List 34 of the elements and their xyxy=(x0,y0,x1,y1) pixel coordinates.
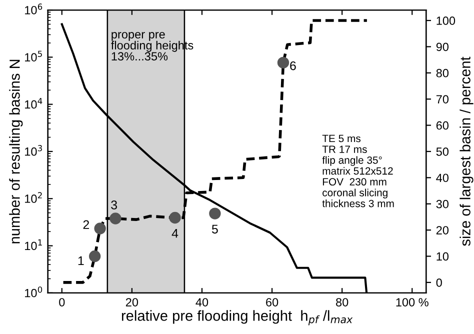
y2-tick-label: 10 xyxy=(436,252,449,261)
annotation: TE 5 ms TR 17 ms flip angle 35° matrix 512x512 FOV 230 mm coronal slicing thickness 3 mm xyxy=(322,134,394,208)
y2-tick-label: 60 xyxy=(436,121,449,130)
y-axis-title: number of resulting basins N xyxy=(9,60,23,244)
y2-tick-label: 50 xyxy=(436,148,449,156)
annotation: 6 xyxy=(290,61,296,70)
annotation: 1 xyxy=(78,256,84,266)
x-tick-label: 0 xyxy=(59,298,65,306)
annotation: 2 xyxy=(83,220,90,229)
y2-axis-title: size of largest basin / percent xyxy=(460,56,474,246)
y-tick-label: 10$^{5}$ xyxy=(25,50,42,62)
x-tick-label: 100 % xyxy=(396,298,428,306)
y2-tick-label: 30 xyxy=(436,200,449,208)
y2-tick-label: 70 xyxy=(436,95,449,104)
x-tick-label: 40 xyxy=(196,298,208,306)
y-tick-label: 10$^{4}$ xyxy=(25,98,42,109)
x-tick-label: 80 xyxy=(336,298,348,306)
annotation: 4 xyxy=(172,229,178,238)
y-tick-label: 10$^{3}$ xyxy=(25,145,42,156)
y-tick-label: 10$^{0}$ xyxy=(25,286,42,298)
y2-tick-label: 80 xyxy=(436,68,449,78)
y-tick-label: 10$^{2}$ xyxy=(25,192,42,203)
x-axis-title: relative pre flooding height h$_{pf}$ /l$_{max}$ xyxy=(122,310,353,326)
y2-tick-label: 100 xyxy=(436,16,456,25)
y2-tick-label: 0 xyxy=(436,278,442,287)
y2-tick-label: 40 xyxy=(436,174,449,182)
y-tick-label: 10$^{6}$ xyxy=(25,4,42,14)
x-tick-label: 60 xyxy=(266,298,278,306)
annotation: 3 xyxy=(111,200,118,210)
annotation: 5 xyxy=(212,224,218,234)
y2-tick-label: 90 xyxy=(436,42,449,52)
x-tick-label: 20 xyxy=(126,298,138,306)
y2-tick-label: 20 xyxy=(436,226,449,234)
y-tick-label: 10$^{1}$ xyxy=(25,239,42,250)
